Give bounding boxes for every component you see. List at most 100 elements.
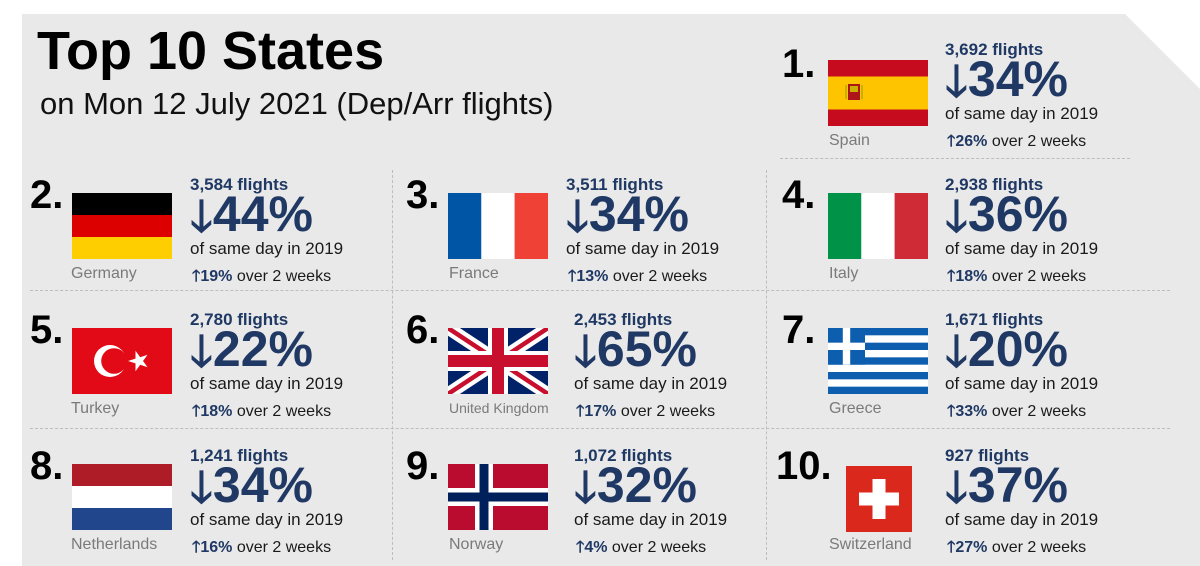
country-name: Italy <box>829 265 859 282</box>
down-arrow-icon: 🡓 <box>574 463 597 512</box>
switzerland-flag-icon <box>846 466 912 532</box>
two-week-label: over 2 weeks <box>236 539 332 556</box>
country-name: Spain <box>829 132 870 149</box>
comparison-label: of same day in 2019 <box>190 510 344 529</box>
percent-change: 🡓37% <box>945 460 1068 510</box>
greece-flag-icon <box>828 328 928 394</box>
two-week-label: over 2 weeks <box>620 403 716 420</box>
up-arrow-icon: 🡑 <box>947 539 956 556</box>
country-name: United Kingdom <box>449 400 549 416</box>
two-week-label: over 2 weeks <box>991 403 1087 420</box>
state-card-united-kingdom: 6. United Kingdom 2,453 flights 🡓65% of … <box>406 310 766 430</box>
spain-flag-icon <box>828 60 928 126</box>
percent-value: 34% <box>967 51 1068 107</box>
two-week-change: 🡑4% over 2 weeks <box>576 536 706 563</box>
flights-count: 1,241 flights <box>190 446 289 465</box>
country-name: Greece <box>829 400 882 417</box>
rank-label: 6. <box>406 308 440 352</box>
two-week-change: 🡑18% over 2 weeks <box>947 265 1086 292</box>
state-card-turkey: 5. Turkey 2,780 flights 🡓22% of same day… <box>30 310 390 430</box>
flights-count: 2,453 flights <box>574 310 673 329</box>
rank-label: 4. <box>782 173 816 217</box>
rank-label: 7. <box>782 308 816 352</box>
two-week-label: over 2 weeks <box>991 539 1087 556</box>
state-card-france: 3. France 3,511 flights 🡓34% of same day… <box>406 175 766 295</box>
down-arrow-icon: 🡓 <box>190 327 213 376</box>
two-week-change: 🡑26% over 2 weeks <box>947 130 1086 157</box>
percent-value: 34% <box>588 186 689 242</box>
two-week-value: 4% <box>584 539 608 556</box>
flights-count: 3,511 flights <box>566 175 664 194</box>
two-week-value: 33% <box>955 403 988 420</box>
up-arrow-icon: 🡑 <box>576 403 585 420</box>
separator-row-2 <box>30 428 1170 429</box>
percent-change: 🡓34% <box>945 54 1068 104</box>
flights-count: 927 flights <box>945 446 1030 465</box>
two-week-value: 18% <box>955 268 988 285</box>
two-week-change: 🡑19% over 2 weeks <box>192 265 331 292</box>
two-week-value: 27% <box>955 539 988 556</box>
country-name: Turkey <box>71 400 120 417</box>
separator-col-1 <box>392 170 393 560</box>
netherlands-flag-icon <box>72 464 172 530</box>
rank-label: 10. <box>776 444 832 488</box>
rank-label: 5. <box>30 308 64 352</box>
up-arrow-icon: 🡑 <box>192 539 201 556</box>
percent-value: 65% <box>596 321 697 377</box>
country-name: Germany <box>71 265 137 282</box>
comparison-label: of same day in 2019 <box>574 374 728 393</box>
up-arrow-icon: 🡑 <box>568 268 577 285</box>
two-week-label: over 2 weeks <box>236 403 332 420</box>
percent-change: 🡓44% <box>190 189 313 239</box>
two-week-value: 26% <box>955 133 988 150</box>
country-name: Switzerland <box>829 536 912 553</box>
comparison-label: of same day in 2019 <box>190 239 344 258</box>
flights-count: 3,692 flights <box>945 40 1044 59</box>
comparison-label: of same day in 2019 <box>190 374 344 393</box>
up-arrow-icon: 🡑 <box>947 403 956 420</box>
two-week-value: 17% <box>584 403 617 420</box>
percent-value: 32% <box>596 457 697 513</box>
percent-change: 🡓34% <box>190 460 313 510</box>
flights-count: 2,780 flights <box>190 310 289 329</box>
percent-change: 🡓65% <box>574 324 697 374</box>
rank-label: 1. <box>782 42 816 86</box>
down-arrow-icon: 🡓 <box>190 192 213 241</box>
state-card-spain: 1. Spain 3,692 flights 🡓34% of same day … <box>782 40 1142 160</box>
separator-col-2 <box>766 170 767 560</box>
rank-label: 8. <box>30 444 64 488</box>
comparison-label: of same day in 2019 <box>945 510 1099 529</box>
comparison-label: of same day in 2019 <box>945 104 1099 123</box>
comparison-label: of same day in 2019 <box>945 374 1099 393</box>
italy-flag-icon <box>828 193 928 259</box>
two-week-label: over 2 weeks <box>991 133 1087 150</box>
two-week-value: 13% <box>576 268 609 285</box>
state-card-italy: 4. Italy 2,938 flights 🡓36% of same day … <box>782 175 1142 295</box>
germany-flag-icon <box>72 193 172 259</box>
flights-count: 2,938 flights <box>945 175 1044 194</box>
two-week-change: 🡑13% over 2 weeks <box>568 265 707 292</box>
down-arrow-icon: 🡓 <box>945 327 968 376</box>
rank-label: 2. <box>30 173 64 217</box>
state-card-greece: 7. Greece 1,671 flights 🡓20% of same day… <box>782 310 1142 430</box>
down-arrow-icon: 🡓 <box>945 57 968 106</box>
percent-value: 37% <box>967 457 1068 513</box>
page-subtitle: on Mon 12 July 2021 (Dep/Arr flights) <box>40 86 554 121</box>
country-name: Norway <box>449 536 504 553</box>
two-week-value: 19% <box>200 268 233 285</box>
up-arrow-icon: 🡑 <box>576 539 585 556</box>
percent-value: 22% <box>212 321 313 377</box>
up-arrow-icon: 🡑 <box>947 133 956 150</box>
rank-label: 9. <box>406 444 440 488</box>
up-arrow-icon: 🡑 <box>192 403 201 420</box>
united-kingdom-flag-icon <box>448 328 548 394</box>
country-name: France <box>449 265 499 282</box>
france-flag-icon <box>448 193 548 259</box>
norway-flag-icon <box>448 464 548 530</box>
up-arrow-icon: 🡑 <box>192 268 201 285</box>
percent-change: 🡓34% <box>566 189 689 239</box>
folded-corner <box>1125 14 1200 89</box>
two-week-change: 🡑18% over 2 weeks <box>192 400 331 427</box>
flights-count: 1,072 flights <box>574 446 673 465</box>
